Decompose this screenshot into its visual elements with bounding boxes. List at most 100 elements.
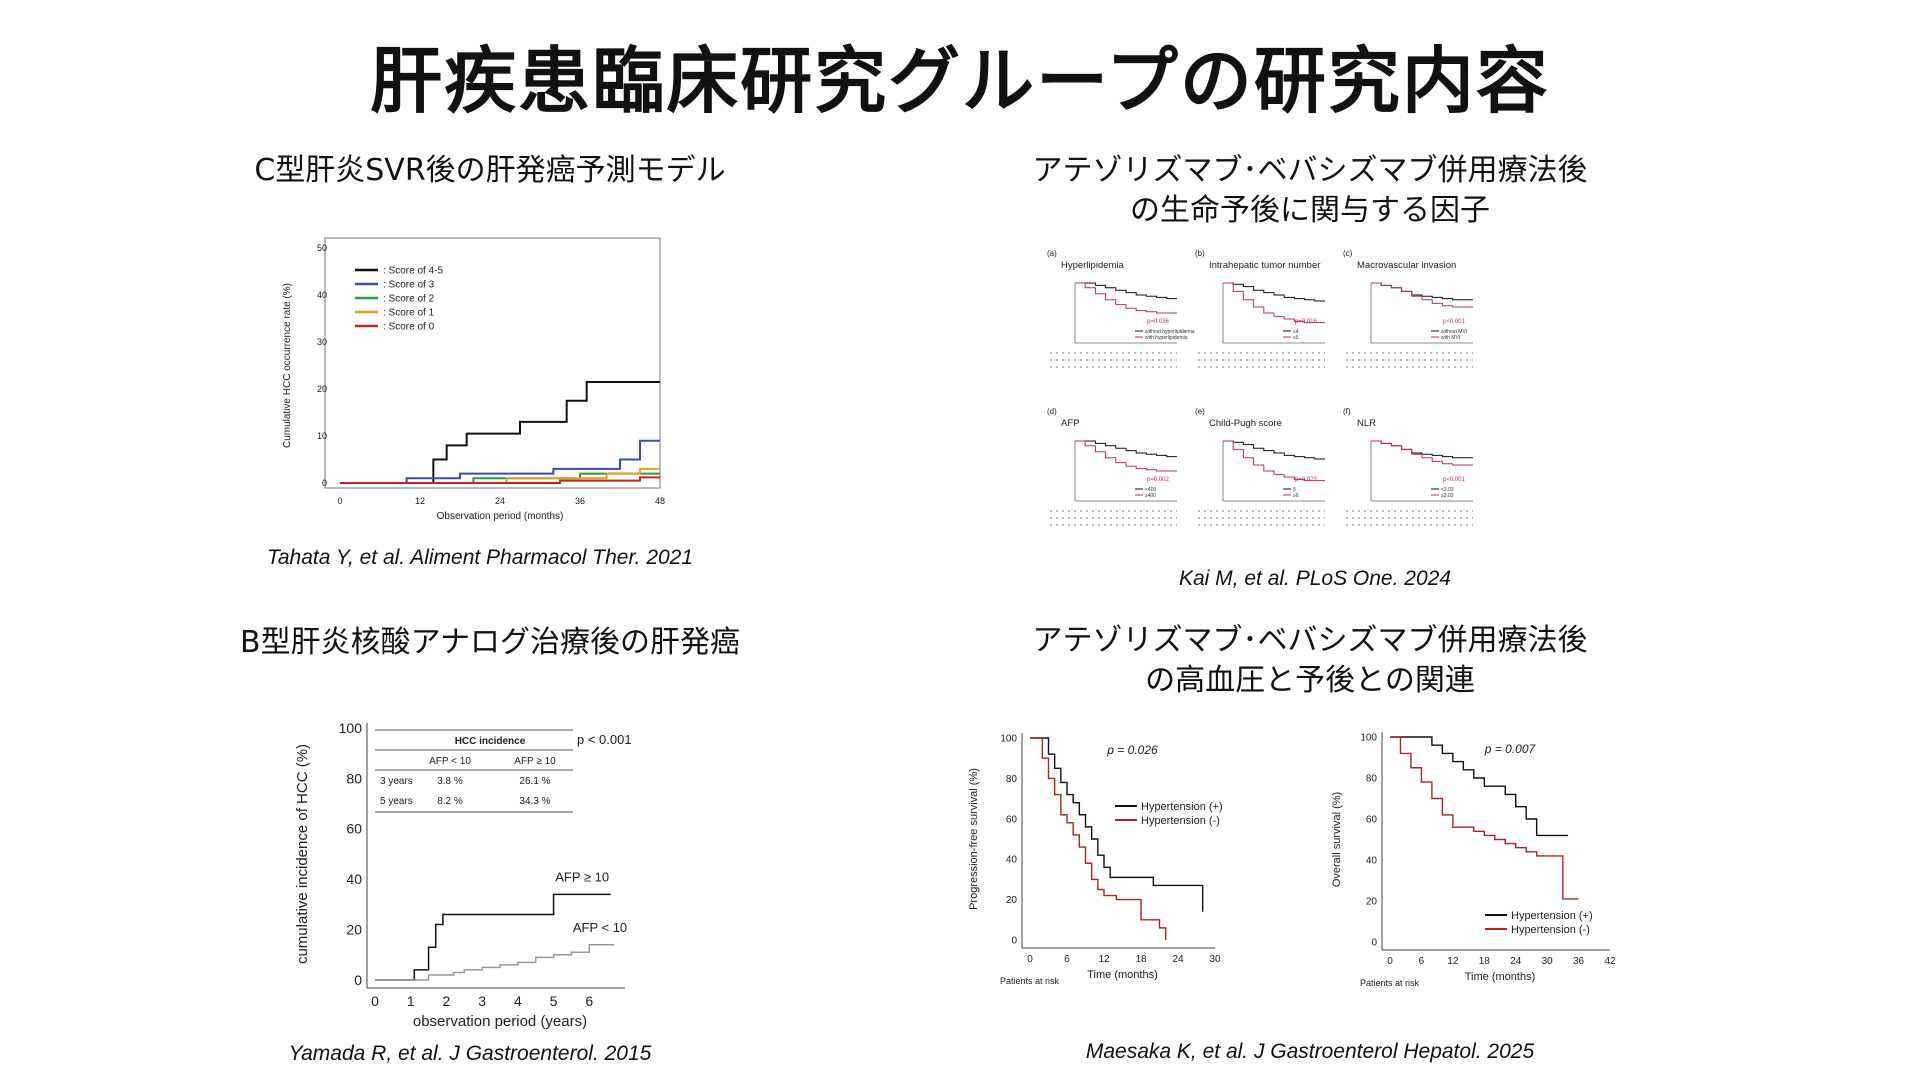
x-tick-label: 6 <box>585 993 593 1009</box>
legend-label: : Score of 3 <box>383 280 435 291</box>
x-tick-label: 0 <box>1387 956 1393 967</box>
subplot-legend-label: ≥5 <box>1293 335 1299 341</box>
subplot-legend-label: <3.03 <box>1441 487 1454 493</box>
subplot-curve-red <box>1371 282 1473 308</box>
table-cell: 3.8 % <box>437 776 463 787</box>
panel1-chart: 0 12 24 36 48 0 10 20 30 40 50 Observation period (… <box>282 237 665 522</box>
x-tick-label: 36 <box>1573 956 1585 967</box>
x-tick-label: 18 <box>1135 954 1147 965</box>
y-tick-label: 60 <box>346 821 362 837</box>
y-axis-label: Progression-free survival (%) <box>968 768 980 910</box>
series-line-1 <box>340 380 660 484</box>
x-tick-label: 48 <box>655 496 665 506</box>
series-line-1 <box>1390 736 1569 837</box>
x-tick-label: 0 <box>337 496 342 506</box>
subplot-legend-label: ≥3.03 <box>1441 493 1454 499</box>
subplot-letter: (d) <box>1047 407 1057 416</box>
subplot-letter: (c) <box>1343 249 1353 258</box>
panel2-chart-grid: (a) Hyperlipidemia p=0.036 without hyperlip… <box>1047 249 1473 526</box>
subplot-title: Macrovascular invasion <box>1357 260 1456 271</box>
table-title: HCC incidence <box>455 736 526 747</box>
x-axis-label: Time (months) <box>1465 971 1536 983</box>
subplot-pvalue: p<0.001 <box>1443 319 1466 325</box>
legend-label: Hypertension (-) <box>1141 815 1220 827</box>
series-line-2 <box>1030 737 1167 940</box>
x-tick-label: 6 <box>1419 956 1425 967</box>
series-label-afp-low: AFP < 10 <box>573 920 627 935</box>
subplot-pvalue: p=0.016 <box>1295 319 1318 325</box>
subplot-pvalue: p=0.023 <box>1295 477 1318 483</box>
panel4-heading-line2: の高血圧と予後との関連 <box>1145 663 1475 698</box>
subplot-pvalue: p<0.001 <box>1443 477 1466 483</box>
y-tick-label: 20 <box>1366 897 1378 908</box>
y-tick-label: 80 <box>346 770 362 786</box>
x-tick-label: 24 <box>1172 954 1184 965</box>
pvalue-label: p < 0.001 <box>577 732 632 747</box>
x-tick-label: 42 <box>1604 956 1616 967</box>
legend-label: Hypertension (+) <box>1511 910 1593 922</box>
panel2-heading-line2: の生命予後に関与する因子 <box>1130 193 1490 228</box>
panel1-citation: Tahata Y, et al. Aliment Pharmacol Ther.… <box>266 546 694 569</box>
subplot-legend-label: with MVI <box>1441 335 1460 341</box>
subplot-legend-label: with hyperlipidemia <box>1145 335 1188 341</box>
y-axis-label: Cumulative HCC occurrence rate (%) <box>282 283 293 448</box>
risk-table-label: Patients at risk <box>1000 976 1060 986</box>
panel4-citation: Maesaka K, et al. J Gastroenterol Hepato… <box>1085 1040 1535 1063</box>
subplot-title: Hyperlipidemia <box>1061 260 1125 271</box>
table-cell: 8.2 % <box>437 796 463 807</box>
table-column-header: AFP < 10 <box>429 756 471 767</box>
subplot-curve-red <box>1223 282 1325 324</box>
series-label-afp-high: AFP ≥ 10 <box>555 870 609 885</box>
subplot-pvalue: p=0.036 <box>1147 319 1170 325</box>
table-cell: 5 years <box>380 796 413 807</box>
x-tick-label: 24 <box>1510 956 1522 967</box>
x-tick-label: 12 <box>415 496 425 506</box>
y-tick-label: 0 <box>354 972 362 988</box>
y-tick-label: 40 <box>1006 855 1018 866</box>
x-tick-label: 24 <box>495 496 505 506</box>
subplot-legend-label: <400 <box>1145 487 1156 493</box>
series-line-1 <box>1030 737 1204 912</box>
y-axis-label: Overall survival (%) <box>1331 792 1343 887</box>
x-tick-label: 30 <box>1209 954 1221 965</box>
subplot-legend-label: ≥400 <box>1145 493 1156 499</box>
subplot-legend-label: without hyperlipidemia <box>1145 329 1195 335</box>
plot-frame <box>324 237 661 489</box>
table-cell: 3 years <box>380 776 413 787</box>
panel3-heading: B型肝炎核酸アナログ治療後の肝発癌 <box>240 625 740 660</box>
x-tick-label: 2 <box>443 993 451 1009</box>
y-tick-label: 60 <box>1366 815 1378 826</box>
y-tick-label: 60 <box>1006 814 1018 825</box>
subplot-curve-black <box>1075 282 1177 300</box>
table-cell: 26.1 % <box>519 776 550 787</box>
x-axis-label: observation period (years) <box>413 1013 587 1030</box>
subplot-curve-red <box>1075 440 1177 472</box>
panel4-os-chart: 0 6 12 18 24 30 36 42 0 20 40 60 80 100 Time (months) O… <box>1331 732 1616 988</box>
subplot-letter: (a) <box>1047 249 1057 258</box>
subplot-title: AFP <box>1061 418 1079 429</box>
subplot-letter: (f) <box>1343 407 1351 416</box>
pvalue-label: p = 0.026 <box>1106 743 1158 757</box>
y-tick-label: 100 <box>1360 733 1377 744</box>
y-tick-label: 20 <box>346 922 362 938</box>
table-column-header: AFP ≥ 10 <box>514 756 556 767</box>
pvalue-label: p = 0.007 <box>1484 742 1537 756</box>
y-tick-label: 40 <box>346 871 362 887</box>
legend-label: : Score of 1 <box>383 308 435 319</box>
y-tick-label: 10 <box>317 431 327 441</box>
panel2-heading-line1: アテゾリズマブ･ベバシズマブ併用療法後 <box>1032 153 1588 188</box>
series-line-1 <box>375 893 611 981</box>
x-tick-label: 12 <box>1447 956 1459 967</box>
subplot-letter: (e) <box>1195 407 1205 416</box>
y-axis-label: cumulative incidence of HCC (%) <box>294 744 311 964</box>
x-tick-label: 5 <box>550 993 558 1009</box>
y-tick-label: 80 <box>1366 774 1378 785</box>
x-tick-label: 12 <box>1098 954 1110 965</box>
legend-label: : Score of 0 <box>383 322 435 333</box>
slide-title: 肝疾患臨床研究グループの研究内容 <box>370 39 1550 123</box>
subplot-title: Child-Pugh score <box>1209 418 1282 429</box>
subplot-legend-label: 5 <box>1293 487 1296 493</box>
legend-label: Hypertension (+) <box>1141 801 1223 813</box>
legend-label: : Score of 2 <box>383 294 435 305</box>
panel2-citation: Kai M, et al. PLoS One. 2024 <box>1179 567 1451 590</box>
